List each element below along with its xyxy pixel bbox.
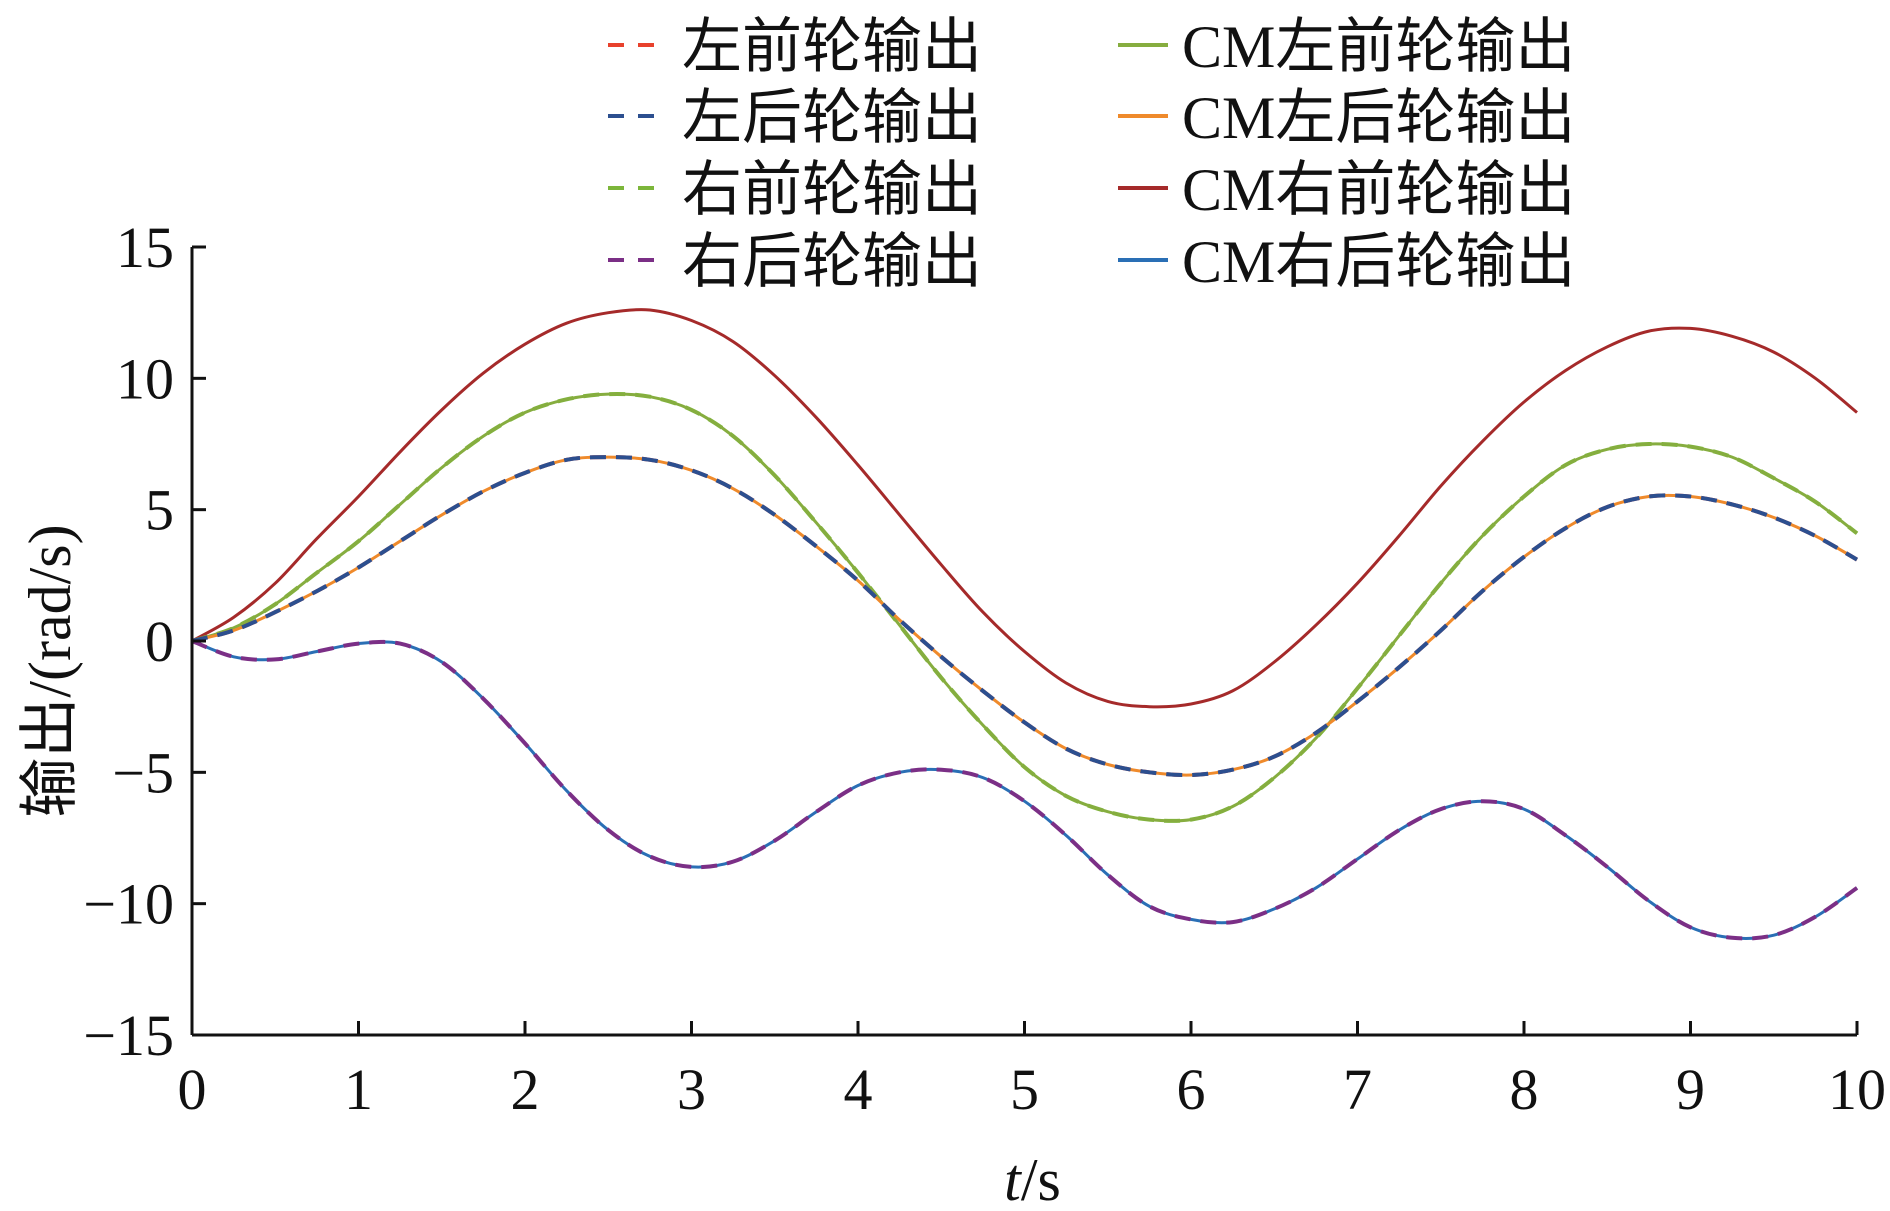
series-line xyxy=(191,392,1858,823)
x-tick-label: 2 xyxy=(511,1057,540,1122)
x-tick-label: 1 xyxy=(344,1057,373,1122)
legend-label: CM左后轮输出 xyxy=(1182,85,1575,151)
y-tick-label: 5 xyxy=(145,478,174,543)
y-axis-label: 输出/(rad/s) xyxy=(17,524,83,817)
y-tick-label: −10 xyxy=(83,872,174,937)
series-line xyxy=(191,308,1858,709)
series-line xyxy=(191,391,1859,823)
ticks: 0 1 2 3 4 5 6 7 8 9 10 15 10 5 0 −5 −10 −15 xyxy=(83,215,1886,1122)
series-line xyxy=(191,639,1859,941)
axes xyxy=(190,247,1857,1037)
x-tick-label: 3 xyxy=(677,1057,706,1122)
x-tick-label: 7 xyxy=(1343,1057,1372,1122)
legend-label: 右后轮输出 xyxy=(682,229,982,295)
series-line xyxy=(191,455,1859,778)
x-axis-label: t/s xyxy=(1004,1147,1061,1211)
x-axis-label-variable: t xyxy=(1004,1147,1022,1211)
y-tick-label: 15 xyxy=(116,215,174,280)
x-tick-label: 8 xyxy=(1510,1057,1539,1122)
x-tick-label: 5 xyxy=(1010,1057,1039,1122)
series-line xyxy=(191,455,1859,778)
y-tick-label: −15 xyxy=(83,1003,174,1068)
series-layer xyxy=(191,308,1859,941)
x-tick-label: 0 xyxy=(178,1057,207,1122)
x-tick-label: 4 xyxy=(844,1057,873,1122)
x-tick-label: 9 xyxy=(1676,1057,1705,1122)
legend-label: CM右前轮输出 xyxy=(1182,157,1575,223)
legend-label: CM右后轮输出 xyxy=(1182,229,1575,295)
legend-label: 右前轮输出 xyxy=(682,157,982,223)
x-tick-label: 6 xyxy=(1177,1057,1206,1122)
legend-label: CM左前轮输出 xyxy=(1182,14,1575,80)
x-tick-label: 10 xyxy=(1828,1057,1886,1122)
y-tick-label: 0 xyxy=(145,609,174,674)
legend-label: 左前轮输出 xyxy=(682,14,982,80)
legend-label: 左后轮输出 xyxy=(682,85,982,151)
series-line xyxy=(191,639,1858,940)
y-tick-label: −5 xyxy=(112,740,174,805)
y-tick-label: 10 xyxy=(116,346,174,411)
x-axis-label-unit: /s xyxy=(1021,1147,1061,1211)
series-line xyxy=(191,455,1858,777)
